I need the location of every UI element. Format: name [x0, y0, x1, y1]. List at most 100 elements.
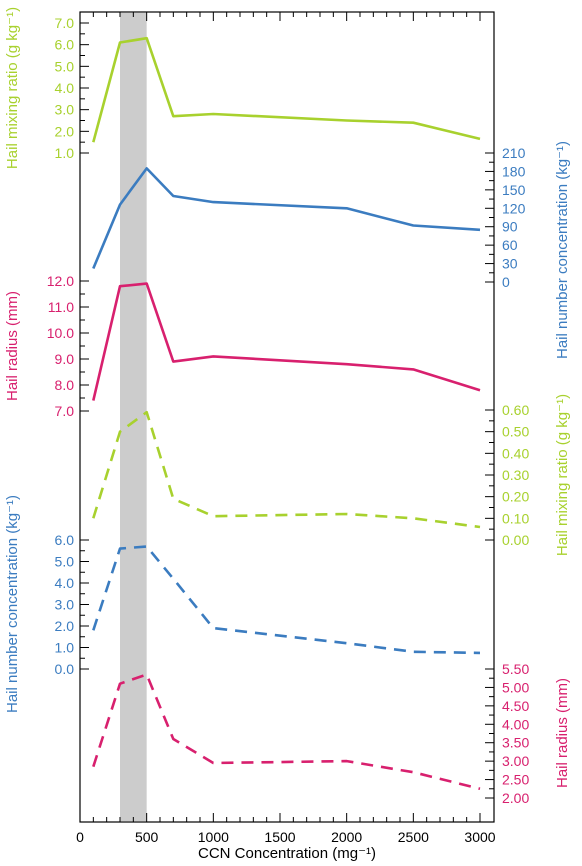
y-tick-label: 0.10: [502, 510, 529, 526]
data-point-radius_dashed: [345, 760, 348, 763]
x-tick-label: 1500: [264, 829, 295, 845]
series-line-mixing_ratio_dashed: [92, 410, 481, 529]
x-tick-label: 2000: [331, 829, 362, 845]
data-point-mixing_ratio_dashed: [119, 430, 122, 433]
y-tick-label: 3.0: [55, 597, 75, 613]
data-point-mixing_ratio_solid: [145, 37, 148, 40]
y-tick-label: 2.00: [502, 790, 529, 806]
data-point-radius_solid: [172, 360, 175, 363]
y-tick-label: 12.0: [47, 273, 74, 289]
data-point-number_conc_dashed: [145, 545, 148, 548]
data-point-radius_dashed: [145, 673, 148, 676]
data-point-radius_solid: [212, 355, 215, 358]
y-tick-label: 1.0: [55, 145, 75, 161]
y-tick-label: 0.30: [502, 467, 529, 483]
data-point-number_conc_solid: [145, 167, 148, 170]
y-tick-label: 90: [502, 219, 518, 235]
x-tick-label: 0: [76, 829, 84, 845]
y-tick-label: 0.40: [502, 445, 529, 461]
y-tick-label: 10.0: [47, 325, 74, 341]
series-line-radius_solid: [92, 282, 481, 401]
y-tick-label: 5.50: [502, 661, 529, 677]
y-axis-title: Hail radius (mm): [4, 291, 21, 401]
data-point-radius_dashed: [479, 787, 482, 790]
y-tick-label: 6.0: [55, 532, 75, 548]
data-point-number_conc_dashed: [119, 547, 122, 550]
data-point-mixing_ratio_solid: [172, 115, 175, 118]
y-axis-title: Hail mixing ratio (g kg⁻¹): [4, 7, 21, 169]
data-point-number_conc_solid: [172, 195, 175, 198]
y-tick-label: 7.0: [55, 15, 75, 31]
data-point-radius_solid: [412, 368, 415, 371]
y-tick-label: 4.0: [55, 80, 75, 96]
x-tick-label: 3000: [464, 829, 495, 845]
y-tick-label: 7.0: [55, 403, 75, 419]
data-point-mixing_ratio_dashed: [172, 498, 175, 501]
data-point-number_conc_solid: [412, 224, 415, 227]
x-tick-label: 500: [135, 829, 159, 845]
y-tick-label: 6.0: [55, 37, 75, 53]
data-point-mixing_ratio_solid: [479, 138, 482, 141]
x-tick-label: 1000: [198, 829, 229, 845]
data-point-mixing_ratio_solid: [345, 119, 348, 122]
data-point-mixing_ratio_solid: [412, 121, 415, 124]
y-tick-label: 2.50: [502, 772, 529, 788]
y-axis-title: Hail radius (mm): [554, 678, 571, 788]
y-tick-label: 2.0: [55, 618, 75, 634]
series-line-radius_dashed: [92, 673, 481, 791]
data-point-number_conc_solid: [119, 203, 122, 206]
y-tick-label: 3.00: [502, 753, 529, 769]
y-axis-title: Hail number concentration (kg⁻¹): [554, 141, 571, 359]
y-tick-label: 2.0: [55, 123, 75, 139]
y-tick-label: 0.0: [55, 661, 75, 677]
y-tick-label: 210: [502, 145, 526, 161]
data-point-radius_dashed: [92, 765, 95, 768]
y-tick-label: 0.60: [502, 402, 529, 418]
plot-frame: [79, 11, 495, 823]
y-tick-label: 0.50: [502, 424, 529, 440]
series-layer: [92, 36, 482, 791]
data-point-mixing_ratio_dashed: [345, 513, 348, 516]
y-tick-label: 4.0: [55, 575, 75, 591]
y-tick-label: 3.50: [502, 735, 529, 751]
axes-layer: 0 500 1000 1500 2000 2500 3000 1.0 2.0 3.0 4.0 5.0 6…: [4, 7, 571, 845]
data-point-radius_dashed: [212, 762, 215, 765]
data-point-number_conc_dashed: [345, 642, 348, 645]
data-point-radius_dashed: [172, 738, 175, 741]
data-point-number_conc_dashed: [172, 577, 175, 580]
y-tick-label: 0: [502, 274, 510, 290]
data-point-mixing_ratio_dashed: [212, 515, 215, 518]
series-line-mixing_ratio_solid: [92, 36, 481, 143]
data-point-radius_solid: [92, 399, 95, 402]
data-point-mixing_ratio_dashed: [412, 517, 415, 520]
y-tick-label: 11.0: [48, 299, 74, 315]
data-point-mixing_ratio_dashed: [145, 411, 148, 414]
data-point-mixing_ratio_dashed: [92, 517, 95, 520]
y-tick-label: 5.0: [55, 58, 75, 74]
y-tick-label: 5.0: [55, 554, 75, 570]
y-tick-label: 1.0: [55, 640, 75, 656]
data-point-number_conc_dashed: [412, 651, 415, 654]
y-tick-label: 4.50: [502, 698, 529, 714]
data-point-number_conc_solid: [92, 267, 95, 270]
x-axis-title: CCN Concentration (mg⁻¹): [198, 845, 376, 862]
y-tick-label: 5.00: [502, 679, 529, 695]
series-line-number_conc_solid: [92, 167, 481, 270]
data-point-number_conc_solid: [479, 228, 482, 231]
data-point-radius_dashed: [412, 771, 415, 774]
x-tick-label: 2500: [398, 829, 429, 845]
y-axis-title: Hail mixing ratio (g kg⁻¹): [554, 394, 571, 556]
data-point-mixing_ratio_solid: [212, 113, 215, 116]
data-point-number_conc_solid: [212, 201, 215, 204]
y-tick-label: 8.0: [55, 377, 75, 393]
y-tick-label: 4.00: [502, 716, 529, 732]
data-point-mixing_ratio_dashed: [479, 526, 482, 529]
data-point-number_conc_dashed: [212, 627, 215, 630]
data-point-radius_solid: [345, 363, 348, 366]
series-line-number_conc_dashed: [92, 545, 481, 655]
shaded-ccn-band: [120, 13, 147, 821]
data-point-radius_solid: [479, 389, 482, 392]
data-point-mixing_ratio_solid: [119, 41, 122, 44]
